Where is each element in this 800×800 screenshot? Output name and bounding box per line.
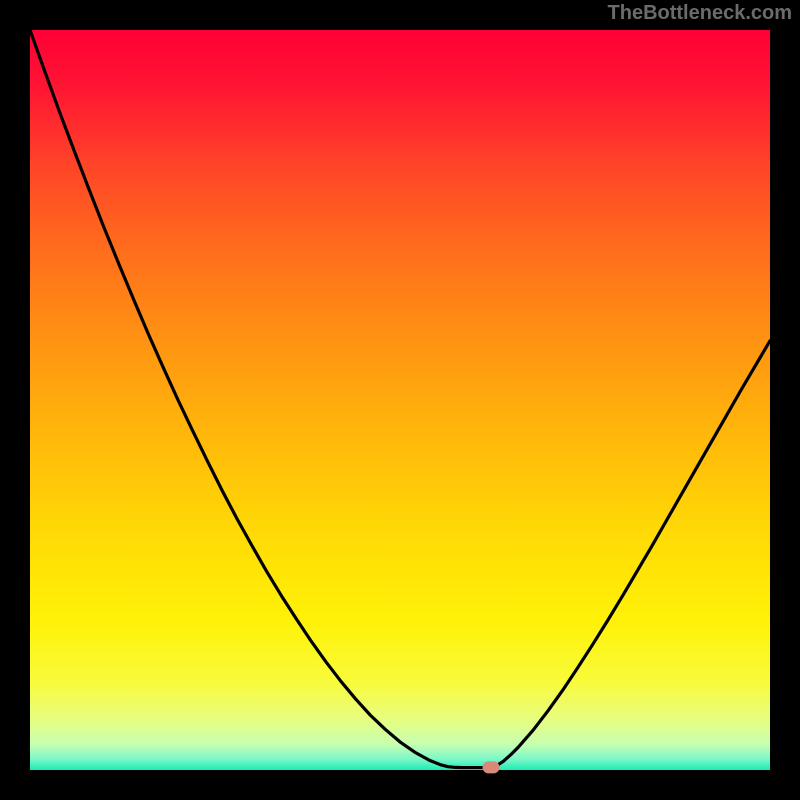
plot-background <box>30 30 770 770</box>
optimum-marker <box>483 761 500 773</box>
chart-container: TheBottleneck.com <box>0 0 800 800</box>
bottleneck-chart <box>0 0 800 800</box>
watermark-text: TheBottleneck.com <box>608 2 792 25</box>
